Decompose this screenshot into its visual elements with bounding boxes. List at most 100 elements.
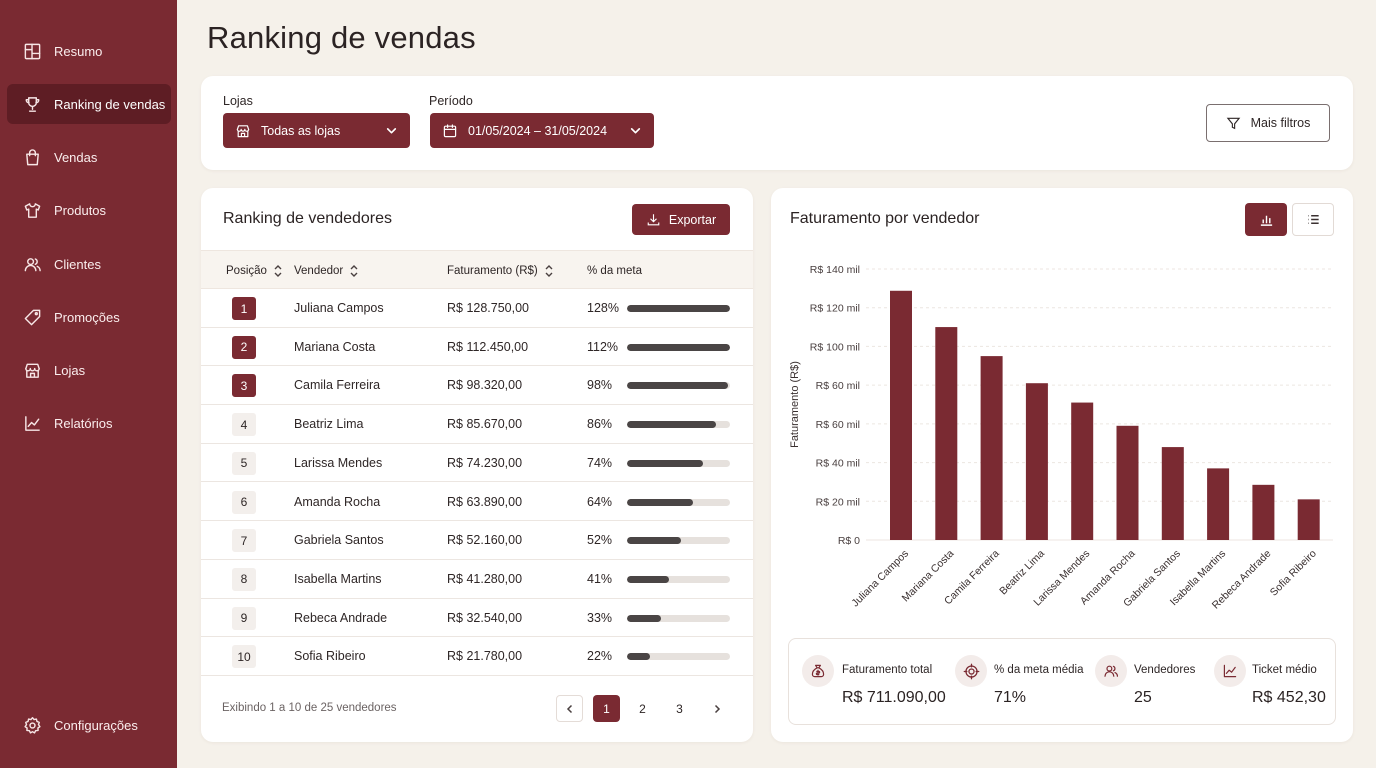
sidebar-item-lojas[interactable]: Lojas: [7, 350, 171, 390]
store-icon: [236, 124, 250, 137]
seller-name: Amanda Rocha: [294, 494, 381, 509]
trophy-icon: [22, 94, 42, 114]
table-row[interactable]: 10 Sofia Ribeiro R$ 21.780,00 22%: [201, 637, 753, 676]
more-filters-button[interactable]: Mais filtros: [1206, 104, 1330, 142]
goal-progress-fill: [627, 614, 661, 622]
list-view-button[interactable]: [1292, 203, 1334, 236]
column-label: Posição: [226, 264, 267, 277]
filters-panel: Lojas Todas as lojas Período 01/05/2024 …: [201, 76, 1353, 170]
goal-progress-fill: [627, 575, 670, 583]
goal-progress-bar: [627, 575, 730, 583]
column-label: Vendedor: [294, 264, 344, 277]
filter-icon: [1226, 117, 1240, 129]
stores-select-value: Todas as lojas: [261, 123, 341, 138]
sidebar-item-clientes[interactable]: Clientes: [7, 244, 171, 284]
table-row[interactable]: 2 Mariana Costa R$ 112.450,00 112%: [201, 328, 753, 367]
seller-revenue: R$ 52.160,00: [447, 533, 523, 548]
table-row[interactable]: 3 Camila Ferreira R$ 98.320,00 98%: [201, 366, 753, 406]
goal-progress-bar: [627, 305, 730, 312]
goal-percent: 33%: [587, 610, 613, 625]
table-row[interactable]: 7 Gabriela Santos R$ 52.160,00 52%: [201, 521, 753, 560]
summary-stats: Faturamento total R$ 711.090,00 % da met…: [788, 638, 1336, 725]
column-label: Faturamento (R$): [447, 264, 538, 277]
shirt-icon: [22, 200, 42, 220]
bar: [1025, 383, 1048, 540]
bar: [1297, 499, 1320, 540]
seller-revenue: R$ 85.670,00: [447, 417, 523, 432]
table-row[interactable]: 1 Juliana Campos R$ 128.750,00 128%: [201, 289, 753, 328]
sidebar-item-label: Resumo: [54, 43, 103, 59]
y-tick-label: R$ 60 mil: [816, 419, 860, 431]
period-select[interactable]: 01/05/2024 – 31/05/2024: [430, 113, 654, 148]
goal-progress-fill: [627, 537, 681, 545]
seller-name: Sofia Ribeiro: [294, 649, 366, 664]
position-badge: 2: [232, 335, 256, 359]
x-tick-label: Sofia Ribeiro: [1268, 548, 1319, 599]
seller-revenue: R$ 21.780,00: [447, 649, 523, 664]
sort-icon: [545, 264, 553, 277]
table-row[interactable]: 8 Isabella Martins R$ 41.280,00 41%: [201, 560, 753, 599]
table-row[interactable]: 6 Amanda Rocha R$ 63.890,00 64%: [201, 483, 753, 522]
table-row[interactable]: 5 Larissa Mendes R$ 74.230,00 74%: [201, 444, 753, 483]
dashboard-icon: [22, 41, 42, 61]
stat-label: Vendedores: [1134, 664, 1196, 676]
x-tick-label: Beatriz Lima: [997, 548, 1047, 598]
goal-percent: 64%: [587, 494, 613, 509]
bar-view-button[interactable]: [1245, 203, 1287, 236]
sidebar-item-resumo[interactable]: Resumo: [7, 31, 171, 71]
goal-progress-fill: [627, 459, 704, 467]
stat-sellers: 25: [1134, 689, 1152, 706]
table-header: Posição Vendedor Faturamento (R$) % da m…: [201, 250, 753, 289]
y-tick-label: R$ 100 mil: [810, 341, 860, 353]
table-row[interactable]: 9 Rebeca Andrade R$ 32.540,00 33%: [201, 599, 753, 638]
ranking-title: Ranking de vendedores: [223, 210, 393, 227]
column-position[interactable]: Posição: [226, 251, 283, 290]
sidebar-item-label: Produtos: [54, 202, 107, 218]
tag-icon: [22, 307, 42, 327]
page-2-button[interactable]: 2: [639, 701, 646, 716]
column-revenue[interactable]: Faturamento (R$): [447, 251, 554, 290]
y-tick-label: R$ 60 mil: [816, 380, 860, 392]
sidebar-item-configuracoes[interactable]: Configurações: [7, 705, 171, 745]
seller-revenue: R$ 41.280,00: [447, 571, 523, 586]
shopping-bag-icon: [22, 147, 42, 167]
money-bag-icon: [802, 655, 834, 687]
bar: [1207, 468, 1230, 540]
page-3-button[interactable]: 3: [676, 701, 683, 716]
goal-percent: 74%: [587, 455, 613, 470]
seller-name: Gabriela Santos: [294, 533, 384, 548]
seller-revenue: R$ 74.230,00: [447, 455, 523, 470]
goal-percent: 86%: [587, 417, 613, 432]
seller-name: Isabella Martins: [294, 571, 382, 586]
sidebar-item-produtos[interactable]: Produtos: [7, 190, 171, 230]
export-button[interactable]: Exportar: [632, 204, 730, 235]
sidebar-item-vendas[interactable]: Vendas: [7, 137, 171, 177]
chevron-left-icon: [566, 704, 572, 713]
sort-icon: [274, 264, 282, 277]
sidebar-item-ranking[interactable]: Ranking de vendas: [7, 84, 171, 124]
store-icon: [22, 360, 42, 380]
previous-page-button[interactable]: [556, 695, 583, 722]
users-icon: [22, 254, 42, 274]
users-icon: [1095, 655, 1127, 687]
seller-revenue: R$ 32.540,00: [447, 610, 523, 625]
table-row[interactable]: 4 Beatriz Lima R$ 85.670,00 86%: [201, 405, 753, 444]
gear-icon: [22, 715, 42, 735]
bar: [935, 327, 958, 540]
goal-progress-bar: [627, 537, 730, 545]
sidebar-item-promocoes[interactable]: Promoções: [7, 297, 171, 337]
column-seller[interactable]: Vendedor: [294, 251, 359, 290]
stores-select[interactable]: Todas as lojas: [223, 113, 410, 148]
sidebar-item-relatorios[interactable]: Relatórios: [7, 403, 171, 443]
chevron-right-icon: [714, 704, 720, 713]
next-page-button[interactable]: [703, 695, 730, 722]
goal-percent: 128%: [587, 301, 619, 315]
page-1-button[interactable]: 1: [593, 695, 620, 722]
goal-percent: 112%: [587, 339, 619, 354]
bar-chart-icon: [1260, 215, 1272, 226]
period-filter-label: Período: [429, 94, 473, 108]
target-icon: [955, 655, 987, 687]
y-axis-label: Faturamento (R$): [789, 361, 801, 448]
chevron-down-icon: [630, 128, 641, 134]
stat-label: % da meta média: [994, 664, 1084, 676]
